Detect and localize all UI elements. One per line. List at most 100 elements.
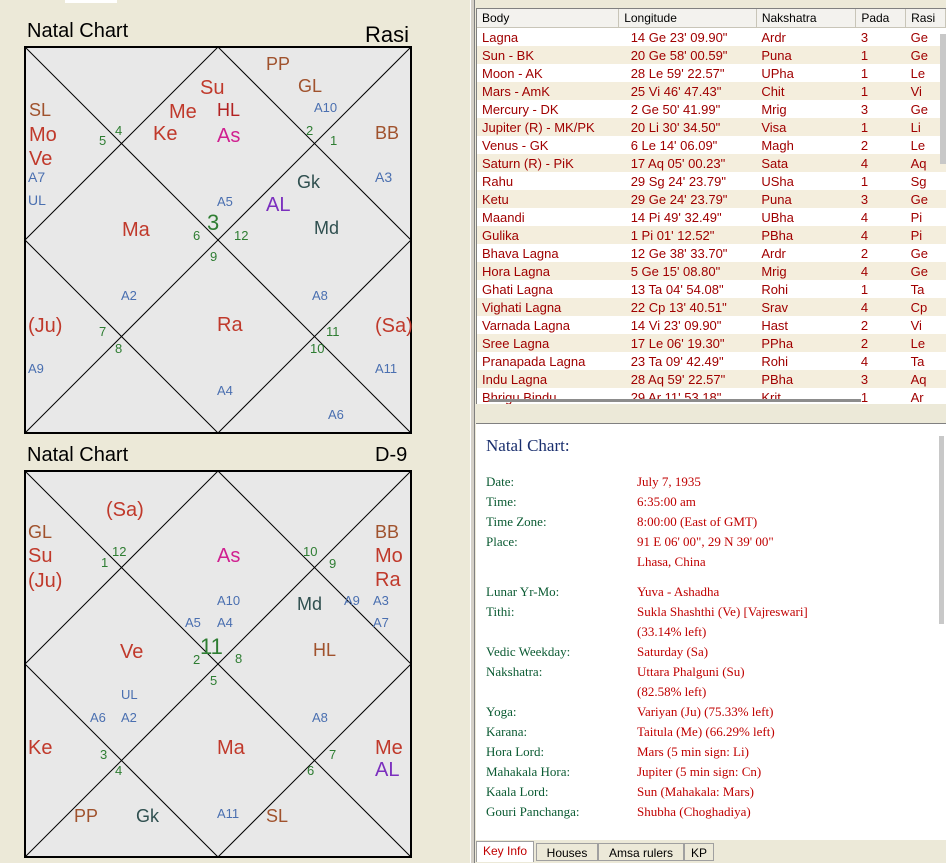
table-cell: 20 Ge 58' 00.59" (618, 46, 757, 64)
table-row[interactable]: Vighati Lagna 22 Cp 13' 40.51" Srav 4 Cp (477, 298, 946, 316)
table-cell: Mercury - DK (482, 101, 559, 117)
table-cell: 1 (855, 118, 906, 136)
chart-arudha-label: A3 (375, 169, 392, 185)
info-key: Tithi: (486, 604, 515, 619)
table-header-cell[interactable]: Nakshatra (756, 9, 857, 28)
table-vertical-scrollbar[interactable] (940, 34, 946, 164)
table-row[interactable]: Mars - AmK 25 Vi 46' 47.43" Chit 1 Vi (477, 82, 946, 100)
table-cell: Pranapada Lagna (482, 353, 586, 369)
table-row[interactable]: Pranapada Lagna 23 Ta 09' 42.49" Rohi 4 Ta (477, 352, 946, 370)
info-key: Time Zone: (486, 514, 547, 529)
tab-houses[interactable]: Houses (536, 843, 598, 861)
chart-divider-line (24, 470, 219, 665)
table-cell: Ge (910, 29, 928, 45)
table-row[interactable]: Mercury - DK 2 Ge 50' 41.99" Mrig 3 Ge (477, 100, 946, 118)
table-row[interactable]: Sun - BK 20 Ge 58' 00.59" Puna 1 Ge (477, 46, 946, 64)
table-row[interactable]: Indu Lagna 28 Aq 59' 22.57" PBha 3 Aq (477, 370, 946, 388)
table-row[interactable]: Rahu 29 Sg 24' 23.79" USha 1 Sg (477, 172, 946, 190)
table-cell: Magh (761, 137, 794, 153)
tab-amsa-rulers[interactable]: Amsa rulers (598, 843, 684, 861)
table-cell: Mrig (761, 101, 787, 117)
table-cell: 28 Aq 59' 22.57" (618, 370, 757, 388)
info-value: Mars (5 min sign: Li) (637, 744, 749, 759)
table-cell: PBha (756, 370, 856, 388)
table-cell: Cp (905, 298, 946, 316)
chart-planet-label: As (217, 545, 240, 567)
panel-splitter[interactable] (470, 0, 475, 863)
info-key: Place: (486, 534, 518, 549)
table-cell: Ketu (477, 190, 619, 208)
table-cell: 3 (860, 29, 869, 45)
table-row[interactable]: Jupiter (R) - MK/PK 20 Li 30' 34.50" Visa 1… (477, 118, 946, 136)
table-cell: 29 Ge 24' 23.79" (618, 190, 757, 208)
table-header-cell[interactable]: Body (477, 9, 620, 28)
chart-house-sign-number: 9 (329, 556, 336, 571)
tab-key-info[interactable]: Key Info (476, 841, 534, 862)
table-cell: Hora Lagna (477, 262, 619, 280)
table-row[interactable]: Hora Lagna 5 Ge 15' 08.80" Mrig 4 Ge (477, 262, 946, 280)
table-cell: 1 (860, 281, 869, 297)
table-body: Lagna 14 Ge 23' 09.90" Ardr 3 Ge Sun - BK 20 G… (477, 28, 946, 404)
table-cell: 2 (855, 334, 906, 352)
chart-planet-label: PP (266, 54, 290, 74)
table-row[interactable]: Venus - GK 6 Le 14' 06.09" Magh 2 Le (477, 136, 946, 154)
key-info-pane[interactable]: Natal Chart: Date: July 7, 1935 Time: 6:35:… (476, 423, 946, 840)
chart-planet-label: Gk (297, 172, 321, 192)
table-row[interactable]: Gulika 1 Pi 01' 12.52" PBha 4 Pi (477, 226, 946, 244)
table-cell: Hast (761, 317, 789, 333)
info-key: Vedic Weekday: (486, 644, 571, 659)
chart-planet-label: BB (375, 123, 399, 143)
info-value: Saturday (Sa) (637, 644, 709, 659)
chart-planet-label: Me (375, 737, 403, 759)
table-row[interactable]: Moon - AK 28 Le 59' 22.57" UPha 1 Le (477, 64, 946, 82)
chart-planet-label: Su (200, 77, 224, 99)
table-row[interactable]: Lagna 14 Ge 23' 09.90" Ardr 3 Ge (477, 28, 946, 47)
chart-house-sign-number: 8 (115, 341, 122, 356)
chart-divider-line (24, 46, 412, 434)
chart-house-sign-number: 11 (326, 324, 340, 339)
info-title: Natal Chart: (486, 436, 570, 455)
table-cell: 2 Ge 50' 41.99" (630, 101, 721, 117)
chart-planet-label: GL (28, 522, 52, 542)
chart-house-sign-number: 6 (193, 228, 200, 243)
chart-divider-line (217, 663, 412, 858)
table-cell: Vi (905, 82, 946, 100)
chart-planet-label: AL (266, 194, 290, 216)
chart-arudha-label: A5 (217, 194, 233, 209)
chart-planet-label: (Sa) (375, 315, 412, 337)
info-value: (82.58% left) (637, 684, 707, 699)
table-cell: Puna (756, 46, 856, 64)
chart-arudha-label: A6 (328, 407, 344, 422)
table-cell: Lagna (482, 29, 519, 45)
chart-planet-label: HL (217, 100, 240, 120)
table-row[interactable]: Ghati Lagna 13 Ta 04' 54.08" Rohi 1 Ta (477, 280, 946, 298)
info-value: July 7, 1935 (637, 474, 701, 489)
table-horizontal-scrollbar[interactable] (489, 399, 861, 402)
table-header-cell[interactable]: Pada (855, 9, 907, 28)
table-cell: 2 (860, 137, 869, 153)
table-row[interactable]: Ketu 29 Ge 24' 23.79" Puna 3 Ge (477, 190, 946, 208)
table-row[interactable]: Bhava Lagna 12 Ge 38' 33.70" Ardr 2 Ge (477, 244, 946, 262)
table-header-cell[interactable]: Rasi (905, 9, 946, 28)
chart-house-sign-number: 12 (234, 228, 248, 243)
positions-table-pane[interactable]: Body Longitude Nakshatra Pada Rasi Lagna 14 G… (476, 8, 946, 404)
chart-arudha-label: A6 (90, 710, 106, 725)
table-cell: 14 Vi 23' 09.90" (630, 317, 722, 333)
table-header-cell[interactable]: Longitude (618, 9, 757, 28)
tab-kp[interactable]: KP (684, 843, 714, 861)
info-value: Shubha (Choghadiya) (637, 804, 751, 819)
chart-planet-label: UL (28, 192, 46, 208)
info-key: Karana: (486, 724, 528, 739)
table-cell: Li (905, 118, 946, 136)
table-row[interactable]: Maandi 14 Pi 49' 32.49" UBha 4 Pi (477, 208, 946, 226)
table-row[interactable]: Varnada Lagna 14 Vi 23' 09.90" Hast 2 Vi (477, 316, 946, 334)
table-row[interactable]: Sree Lagna 17 Le 06' 19.30" PPha 2 Le (477, 334, 946, 352)
info-vertical-scrollbar[interactable] (939, 436, 944, 624)
table-row[interactable]: Saturn (R) - PiK 17 Aq 05' 00.23" Sata 4 Aq (477, 154, 946, 172)
chart-house-sign-number: 3 (100, 747, 107, 762)
table-cell: 1 (860, 65, 869, 81)
chart-ascendant-sign-number: 3 (207, 210, 219, 235)
table-cell: 28 Le 59' 22.57" (630, 65, 725, 81)
